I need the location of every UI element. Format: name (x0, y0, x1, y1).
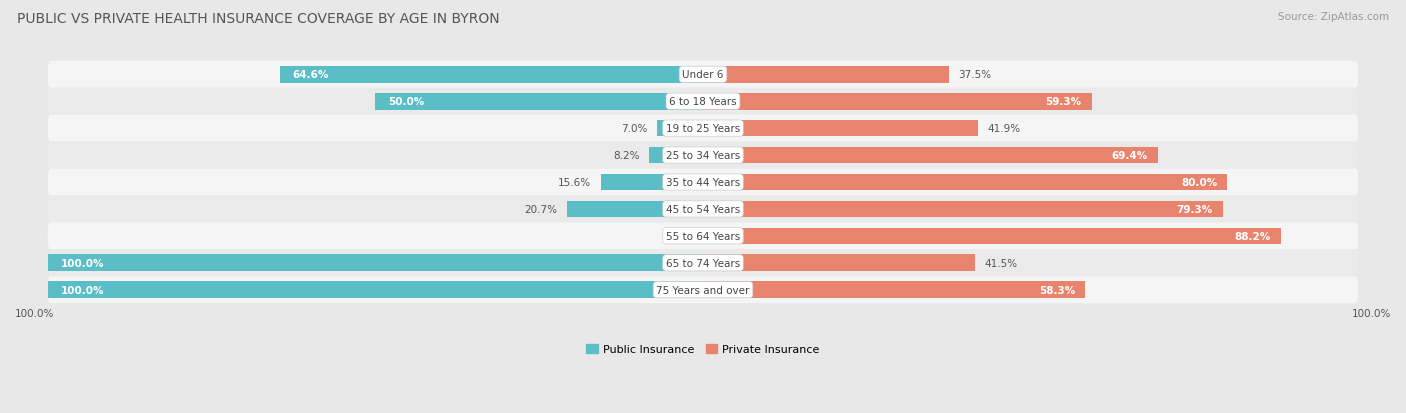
Bar (375, 94, 703, 110)
Text: 55 to 64 Years: 55 to 64 Years (666, 231, 740, 241)
FancyBboxPatch shape (48, 115, 1358, 142)
Text: 65 to 74 Years: 65 to 74 Years (666, 258, 740, 268)
FancyBboxPatch shape (48, 88, 1358, 115)
Text: 8.2%: 8.2% (613, 151, 640, 161)
Bar (703, 67, 949, 83)
Text: 100.0%: 100.0% (60, 258, 104, 268)
Text: 58.3%: 58.3% (1039, 285, 1076, 295)
Text: 64.6%: 64.6% (292, 70, 329, 80)
Text: 41.5%: 41.5% (984, 258, 1018, 268)
Text: 100.0%: 100.0% (15, 308, 55, 318)
Bar (650, 147, 703, 164)
Bar (703, 282, 1085, 298)
Bar (657, 121, 703, 137)
Text: 35 to 44 Years: 35 to 44 Years (666, 178, 740, 188)
Bar (48, 255, 703, 271)
Legend: Public Insurance, Private Insurance: Public Insurance, Private Insurance (582, 339, 824, 359)
Text: 37.5%: 37.5% (959, 70, 991, 80)
Text: 19 to 25 Years: 19 to 25 Years (666, 124, 740, 134)
Bar (703, 255, 974, 271)
Text: 80.0%: 80.0% (1181, 178, 1218, 188)
Text: PUBLIC VS PRIVATE HEALTH INSURANCE COVERAGE BY AGE IN BYRON: PUBLIC VS PRIVATE HEALTH INSURANCE COVER… (17, 12, 499, 26)
Text: 88.2%: 88.2% (1234, 231, 1271, 241)
Text: 41.9%: 41.9% (987, 124, 1021, 134)
Text: 15.6%: 15.6% (558, 178, 591, 188)
Bar (600, 174, 703, 191)
Text: 79.3%: 79.3% (1177, 204, 1213, 214)
Bar (703, 147, 1157, 164)
Text: Source: ZipAtlas.com: Source: ZipAtlas.com (1278, 12, 1389, 22)
Text: Under 6: Under 6 (682, 70, 724, 80)
Text: 59.3%: 59.3% (1046, 97, 1081, 107)
Bar (280, 67, 703, 83)
FancyBboxPatch shape (48, 62, 1358, 88)
Bar (703, 174, 1227, 191)
Bar (703, 94, 1091, 110)
Text: 7.0%: 7.0% (621, 124, 647, 134)
Bar (48, 282, 703, 298)
Text: 6 to 18 Years: 6 to 18 Years (669, 97, 737, 107)
Text: 75 Years and over: 75 Years and over (657, 285, 749, 295)
Text: 0.0%: 0.0% (664, 231, 690, 241)
FancyBboxPatch shape (48, 250, 1358, 277)
Text: 25 to 34 Years: 25 to 34 Years (666, 151, 740, 161)
FancyBboxPatch shape (48, 277, 1358, 304)
Text: 100.0%: 100.0% (1351, 308, 1391, 318)
FancyBboxPatch shape (48, 196, 1358, 223)
Bar (703, 228, 1281, 244)
Text: 50.0%: 50.0% (388, 97, 425, 107)
Text: 69.4%: 69.4% (1112, 151, 1147, 161)
Text: 100.0%: 100.0% (60, 285, 104, 295)
FancyBboxPatch shape (48, 169, 1358, 196)
Bar (568, 201, 703, 218)
Bar (703, 201, 1223, 218)
Bar (703, 121, 977, 137)
FancyBboxPatch shape (48, 223, 1358, 250)
FancyBboxPatch shape (48, 142, 1358, 169)
Text: 20.7%: 20.7% (524, 204, 558, 214)
Text: 45 to 54 Years: 45 to 54 Years (666, 204, 740, 214)
